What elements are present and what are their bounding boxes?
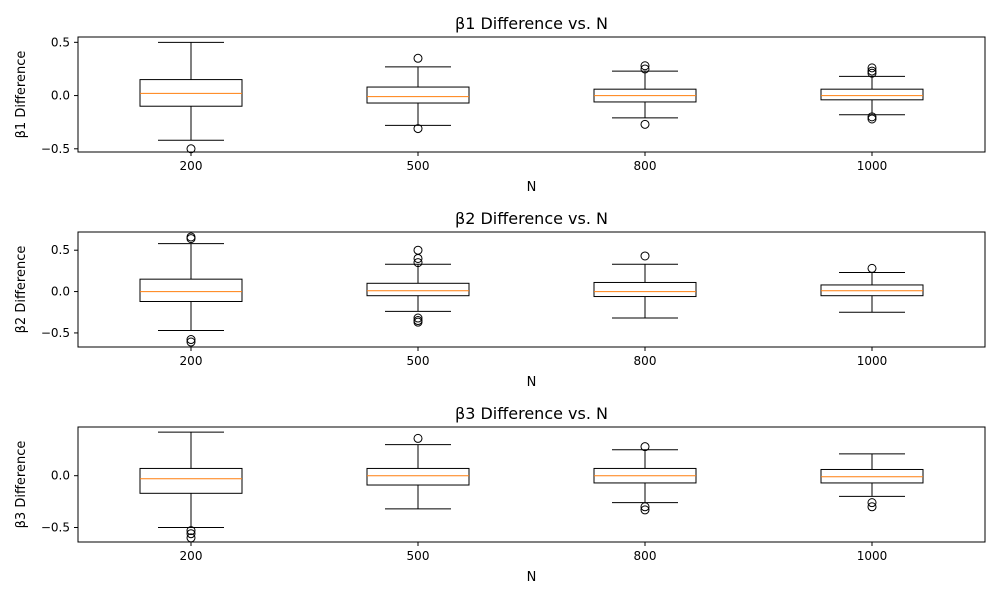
y-tick-label: 0.0 (51, 469, 70, 483)
y-tick-label: −0.5 (41, 142, 70, 156)
x-tick-label: 500 (407, 549, 430, 563)
box-1000 (820, 263, 924, 313)
outlier-point (640, 251, 650, 261)
box-800 (593, 61, 697, 129)
box-500 (366, 53, 470, 134)
x-axis-label: N (527, 180, 537, 195)
x-tick-label: 1000 (857, 549, 888, 563)
x-axis-label: N (527, 375, 537, 390)
outlier-point (413, 258, 423, 268)
box-iqr (139, 467, 243, 494)
outlier-point (640, 442, 650, 452)
axes-frame (77, 426, 986, 543)
outlier-point (867, 112, 877, 122)
outlier-point (867, 63, 877, 73)
box-iqr (139, 79, 243, 107)
outlier-point (867, 66, 877, 76)
outlier-point (867, 114, 877, 124)
outlier-point (640, 119, 650, 129)
box-iqr (366, 86, 470, 104)
y-tick-label: 0.0 (51, 89, 70, 103)
outlier-point (867, 263, 877, 273)
subplot-3: β3 Difference vs. N −0.5 0.0 200 500 800 1000 N… (14, 404, 986, 585)
outlier-point (640, 61, 650, 71)
y-tick-label: −0.5 (41, 520, 70, 534)
box-200 (139, 232, 243, 347)
outlier-point (413, 313, 423, 323)
x-tick-label: 800 (634, 549, 657, 563)
subplot-1: β1 Difference vs. N −0.5 0.0 0.5 200 500 800 10… (14, 14, 986, 195)
x-tick-label: 1000 (857, 354, 888, 368)
outlier-point (413, 124, 423, 134)
box-200 (139, 431, 243, 543)
x-tick-label: 1000 (857, 159, 888, 173)
box-iqr (366, 467, 470, 486)
y-tick-label: 0.5 (51, 243, 70, 257)
x-tick-label: 200 (180, 354, 203, 368)
x-tick-label: 500 (407, 354, 430, 368)
outlier-point (640, 505, 650, 515)
box-800 (593, 442, 697, 515)
box-500 (366, 433, 470, 510)
box-iqr (366, 282, 470, 297)
box-1000 (820, 63, 924, 124)
outlier-point (867, 68, 877, 78)
outlier-point (186, 335, 196, 345)
subplot-title: β2 Difference vs. N (455, 209, 608, 228)
y-axis-label: β1 Difference (14, 51, 29, 139)
subplot-title: β3 Difference vs. N (455, 404, 608, 423)
subplot-title: β1 Difference vs. N (455, 14, 608, 33)
outlier-point (186, 529, 196, 539)
box-iqr (139, 278, 243, 302)
box-iqr (593, 281, 697, 298)
x-tick-label: 800 (634, 354, 657, 368)
axes-frame (77, 231, 986, 348)
outlier-point (186, 526, 196, 536)
axes-frame (77, 36, 986, 153)
y-tick-label: 0.5 (51, 35, 70, 49)
subplot-2: β2 Difference vs. N −0.5 0.0 0.5 200 500 800 10… (14, 209, 986, 390)
outlier-point (867, 498, 877, 508)
outlier-point (413, 433, 423, 443)
box-iqr (820, 88, 924, 101)
x-tick-label: 800 (634, 159, 657, 173)
y-tick-label: 0.0 (51, 285, 70, 299)
box-iqr (820, 468, 924, 484)
box-500 (366, 245, 470, 327)
outlier-point (413, 317, 423, 327)
outlier-point (867, 502, 877, 512)
outlier-point (413, 245, 423, 255)
x-tick-label: 200 (180, 159, 203, 173)
outlier-point (640, 64, 650, 74)
y-tick-label: −0.5 (41, 326, 70, 340)
x-tick-label: 500 (407, 159, 430, 173)
box-800 (593, 251, 697, 319)
x-axis-label: N (527, 570, 537, 585)
x-tick-label: 200 (180, 549, 203, 563)
y-axis-label: β3 Difference (14, 441, 29, 529)
y-axis-label: β2 Difference (14, 246, 29, 334)
outlier-point (640, 502, 650, 512)
box-200 (139, 41, 243, 154)
outlier-point (413, 53, 423, 63)
outlier-point (186, 337, 196, 347)
outlier-point (186, 234, 196, 244)
box-1000 (820, 453, 924, 512)
outlier-point (413, 253, 423, 263)
